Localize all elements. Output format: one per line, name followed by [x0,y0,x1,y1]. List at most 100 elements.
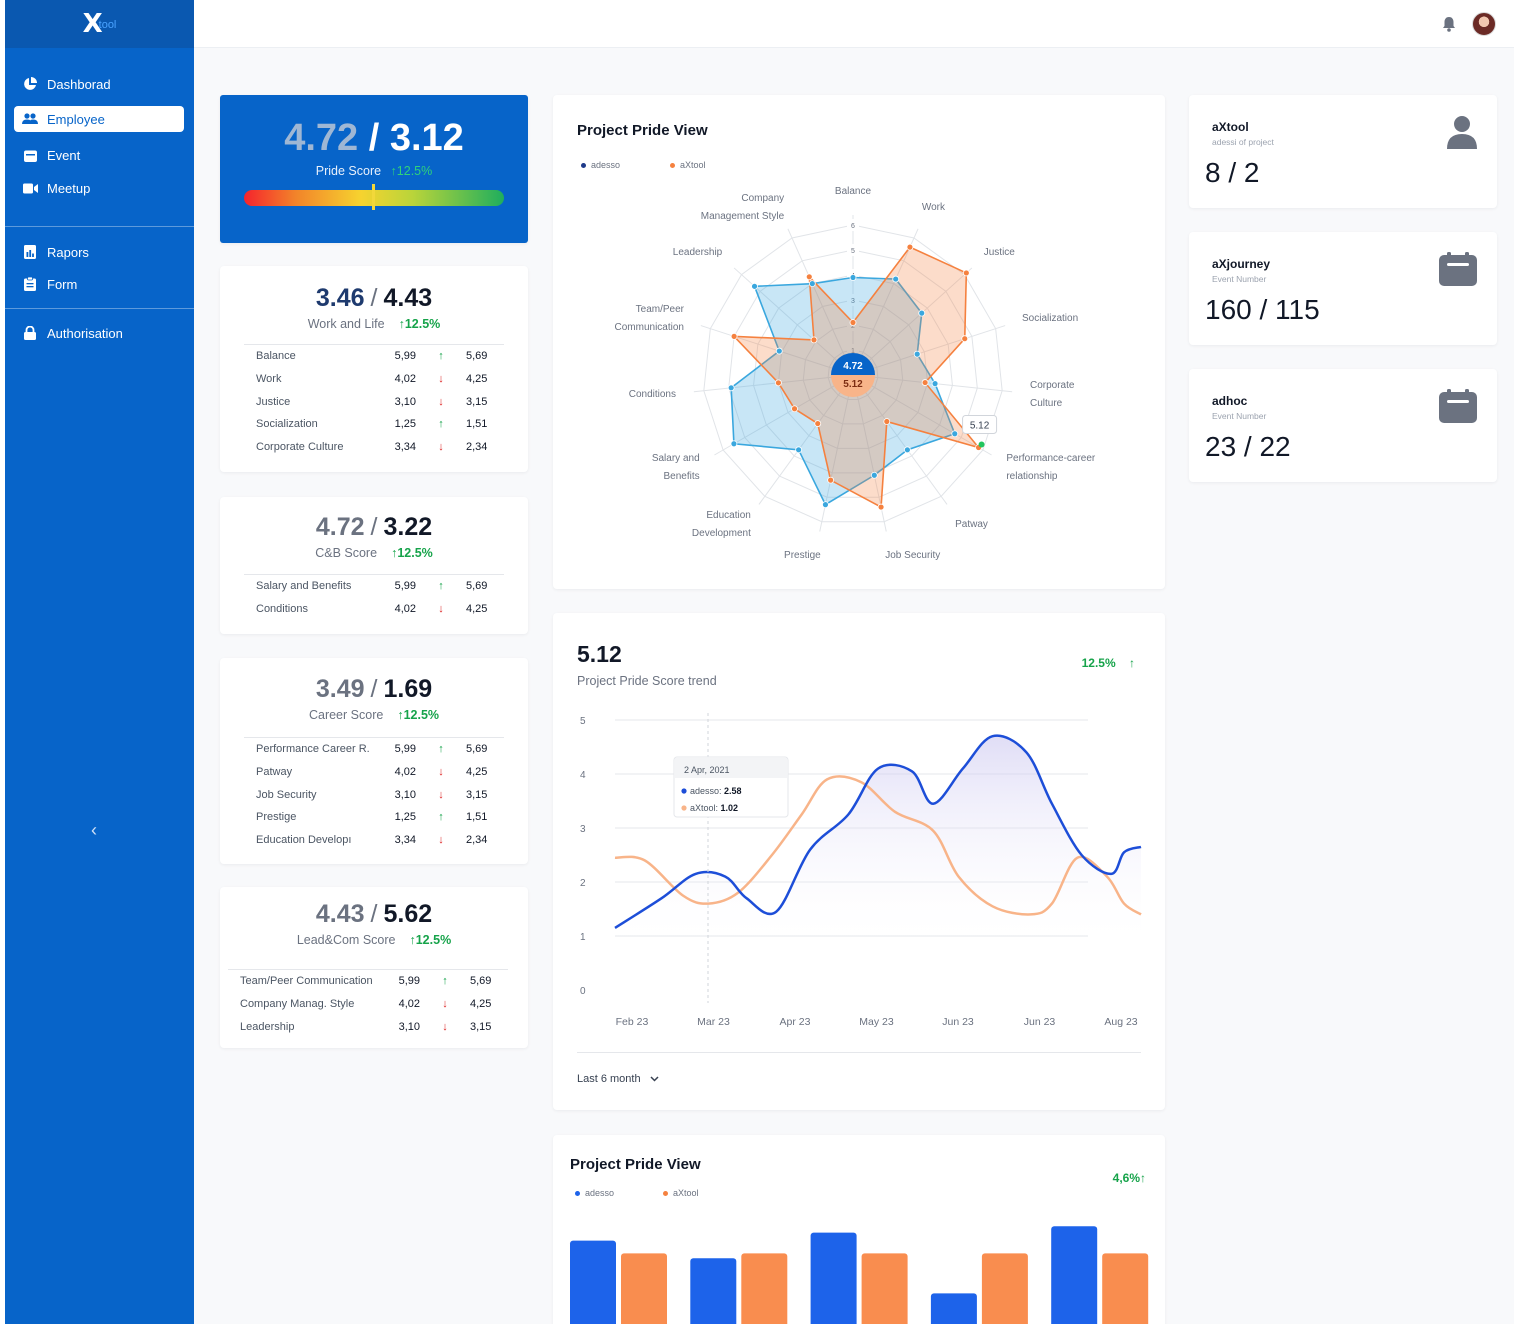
row-value-a: 4,02 [394,603,416,616]
row-value-b: 4,25 [466,603,488,616]
app-logo[interactable]: X tool [5,0,194,48]
avatar[interactable] [1472,12,1496,36]
radar-axis-label: Performance-career relationship [1006,453,1096,482]
radar-tick-label: 6 [851,223,855,230]
radar-point[interactable] [906,243,914,251]
stat-value: 8 / 2 [1205,157,1260,188]
sidebar-collapse-button[interactable]: ‹ [91,820,97,840]
bar-adesso[interactable] [810,1232,857,1324]
radar-point[interactable] [805,273,813,281]
stat-card[interactable]: adhoc Event Number 23 / 22 [1189,369,1497,482]
bar-aXtool[interactable] [981,1253,1028,1324]
bar-legend-adesso[interactable]: adesso [575,1188,614,1198]
radar-tooltip [962,415,998,434]
radar-point[interactable] [795,446,803,454]
radar-point[interactable] [918,309,926,317]
radar-point[interactable] [791,405,798,413]
gauge-marker [372,184,375,210]
radar-legend-adesso[interactable]: adesso [581,160,620,170]
table-row: Socialization 1,25 ↑ 1,51 [244,413,504,436]
table-row: Team/Peer Communication 5,99 ↑ 5,69 [228,970,508,993]
score-label-text: C&B Score [315,546,378,560]
radar-point[interactable] [822,501,829,509]
radar-point[interactable] [951,430,959,438]
radar-point[interactable] [913,350,921,358]
score-label-text: Lead&Com Score [296,933,396,947]
radar-point[interactable] [827,476,835,484]
radar-chart-title: Project Pride View [577,122,708,139]
period-select[interactable]: Last 6 month [577,1073,659,1085]
radar-point[interactable] [810,336,818,344]
radar-point[interactable] [751,282,758,290]
radar-point[interactable] [775,379,782,387]
bar-adesso[interactable] [1051,1226,1098,1324]
score-card: 3.46/4.43 Work and Life ↑12.5% Balance 5,… [220,266,528,472]
radar-legend-axtool[interactable]: aXtool [670,160,706,170]
table-row: Prestige 1,25 ↑ 1,51 [244,806,504,829]
sidebar-item-event[interactable]: Event [14,142,184,168]
calendar-icon [1439,252,1477,291]
bar-adesso[interactable] [930,1293,977,1324]
bar-adesso[interactable] [690,1258,737,1324]
trend-x-tick: Aug 23 [1104,1016,1137,1028]
table-row: Performance Career R. 5,99 ↑ 5,69 [244,738,504,761]
sidebar-item-label: Authorisation [47,325,123,341]
bar-legend-axtool[interactable]: aXtool [663,1188,699,1198]
bar-aXtool[interactable] [621,1253,667,1324]
radar-spoke [787,228,854,376]
radar-point[interactable] [849,274,857,281]
trend-tooltip-axtool: aXtool: 1.02 [690,803,738,813]
score-separator: / [370,675,378,703]
sidebar-item-employee[interactable]: Employee [14,106,184,132]
radar-point[interactable] [808,280,816,288]
radar-point[interactable] [892,275,900,283]
sidebar-item-dashboard[interactable]: Dashborad [14,71,184,97]
radar-point[interactable] [730,332,738,340]
bar-adesso[interactable] [570,1240,616,1324]
radar-point[interactable] [961,335,969,343]
score-card-header: 4.43/5.62 Lead&Com Score ↑12.5% [220,887,528,947]
row-value-b: 3,15 [466,395,488,408]
row-name: Patway [256,766,293,779]
score-card: 3.49/1.69 Career Score ↑12.5% Performance… [220,658,528,864]
radar-point[interactable] [877,503,885,511]
trend-x-tick: May 23 [859,1016,894,1028]
score-change: ↑12.5% [397,708,440,722]
trend-line-adesso [614,734,1142,929]
stat-card[interactable]: aXtool adessi of project 8 / 2 [1189,95,1497,208]
row-value-a: 3,34 [394,834,416,847]
score-change: ↑12.5% [409,933,452,947]
sidebar-item-authorisation[interactable]: Authorisation [14,320,184,346]
radar-point[interactable] [903,446,911,454]
radar-point[interactable] [870,471,878,479]
bar-aXtool[interactable] [861,1253,908,1324]
sidebar-item-form[interactable]: Form [14,271,184,297]
sidebar-item-meetup[interactable]: Meetup [14,175,184,201]
radar-axis-label: Conditions [629,389,676,400]
trend-line-axtool [614,775,1142,916]
arrow-up-icon: ↑ [438,350,444,363]
row-value-a: 1,25 [394,418,416,431]
row-name: Prestige [256,811,297,824]
legend-dot [670,162,675,168]
trend-x-tick: Mar 23 [697,1016,730,1028]
radar-point[interactable] [883,418,891,425]
stat-card[interactable]: aXjourney Event Number 160 / 115 [1189,232,1497,345]
table-row: Job Security 3,10 ↓ 3,15 [244,783,504,806]
score-table: Performance Career R. 5,99 ↑ 5,69 Patway… [244,737,504,851]
radar-point[interactable] [921,379,929,386]
radar-point[interactable] [814,420,822,427]
sidebar-item-rapors[interactable]: Rapors [14,239,184,265]
row-value-a: 3,10 [394,395,416,408]
bar-aXtool[interactable] [741,1253,788,1324]
radar-point[interactable] [727,384,735,392]
lock-icon [22,325,38,341]
bell-icon[interactable] [1442,16,1456,37]
radar-point[interactable] [931,380,939,388]
radar-point[interactable] [849,319,857,326]
radar-point[interactable] [775,347,783,355]
radar-point[interactable] [730,440,738,448]
table-row: Conditions 4,02 ↓ 4,25 [244,598,504,621]
radar-point[interactable] [962,269,970,277]
bar-aXtool[interactable] [1102,1253,1149,1324]
